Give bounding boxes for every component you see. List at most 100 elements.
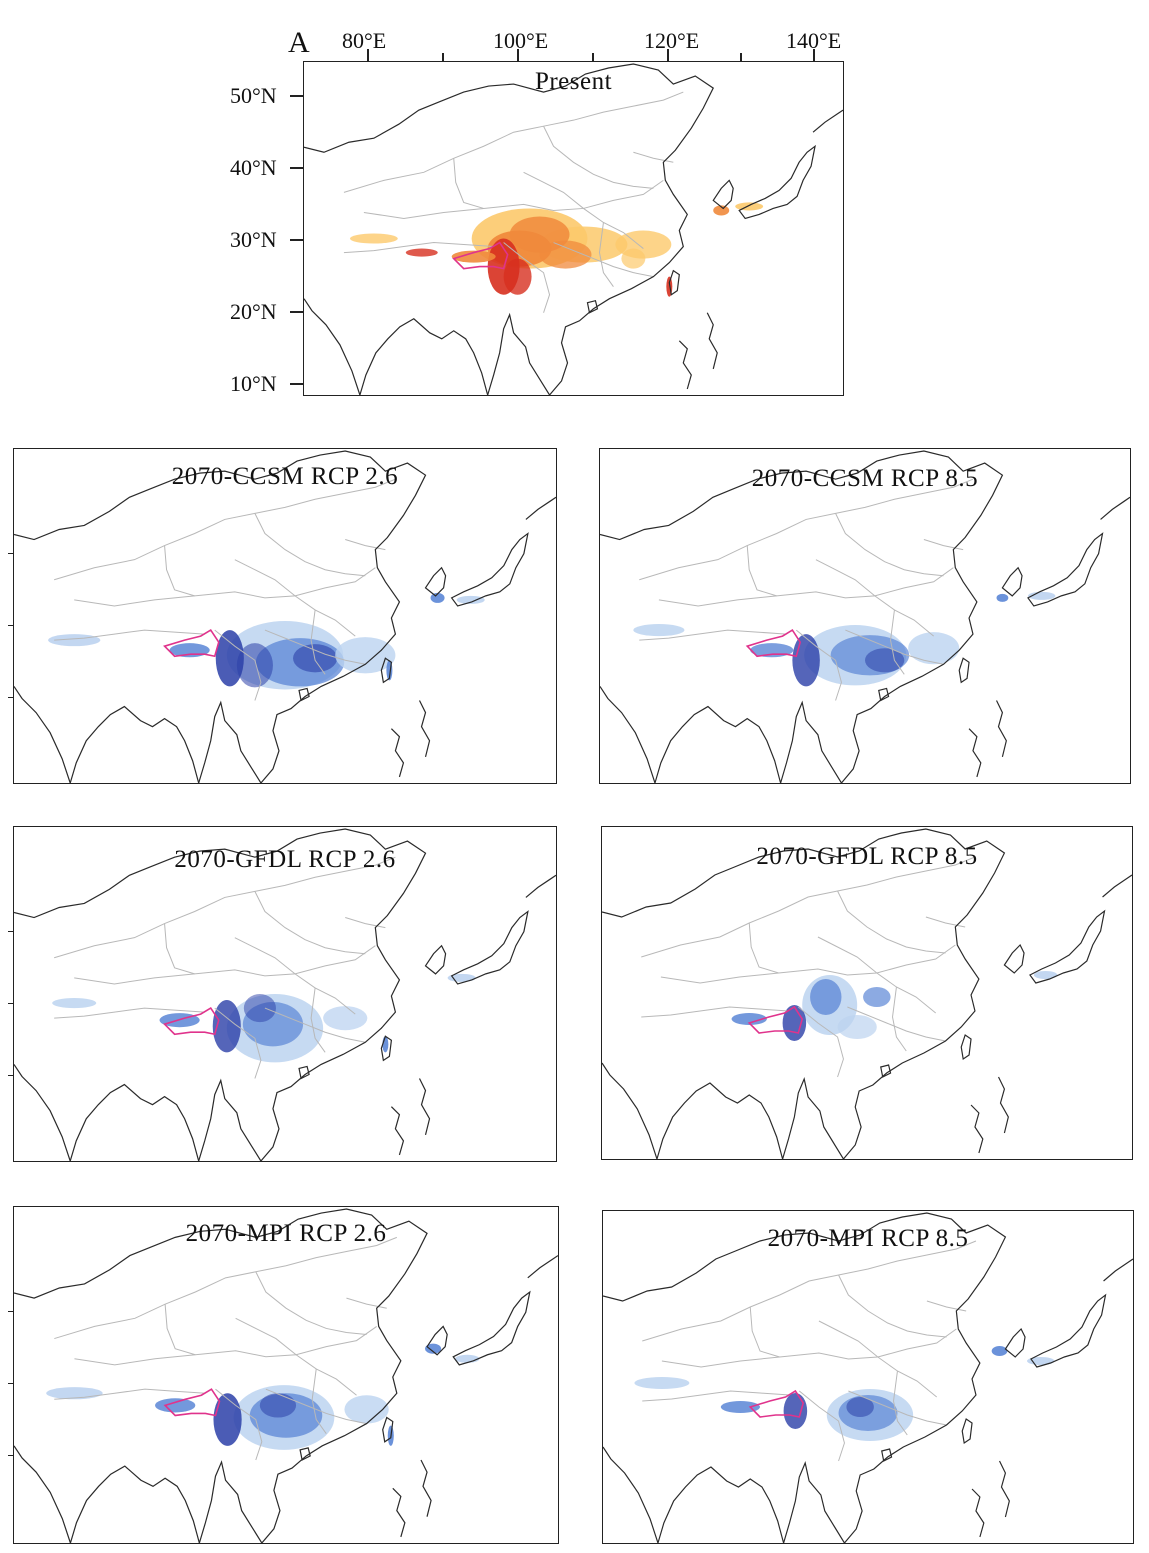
tick-left-20n xyxy=(290,311,303,313)
study-area-outline xyxy=(748,1389,805,1418)
suitability-layer xyxy=(46,1343,480,1450)
coastline xyxy=(14,450,427,783)
study-area-outline xyxy=(163,1006,220,1036)
suitability-patch xyxy=(539,240,592,269)
suitability-patch xyxy=(425,1343,442,1354)
country-border xyxy=(642,1390,790,1402)
coastline xyxy=(603,1446,659,1543)
panel-title-ccsm26: 2070-CCSM RCP 2.6 xyxy=(171,463,399,490)
coastline xyxy=(1100,496,1130,520)
coastline xyxy=(995,700,1007,757)
country-border xyxy=(264,629,366,665)
coastline xyxy=(712,179,734,210)
suitability-patch xyxy=(212,1000,241,1053)
coastline xyxy=(69,705,200,783)
suitability-layer xyxy=(52,973,476,1063)
country-border xyxy=(310,609,326,675)
suitability-patch xyxy=(633,624,685,637)
top-axis-label-120e: 120°E xyxy=(644,28,700,53)
coastline xyxy=(198,1460,263,1543)
coastline xyxy=(603,1212,1007,1543)
country-border xyxy=(890,609,905,675)
left-axis-label-50n: 50°N xyxy=(230,83,277,108)
coastline xyxy=(656,1082,784,1159)
suitability-patch xyxy=(621,248,646,269)
map-panel-present: Present xyxy=(303,61,844,396)
map-svg-gfdl26 xyxy=(14,828,556,1161)
suitability-patch xyxy=(243,994,276,1023)
country-border xyxy=(748,922,779,974)
country-border xyxy=(798,1390,845,1462)
country-border xyxy=(54,1388,206,1400)
country-border xyxy=(543,125,654,189)
coastline xyxy=(1001,566,1023,597)
tick-top-110e xyxy=(592,53,594,62)
left-axis-label-30n: 30°N xyxy=(230,227,277,252)
coastline xyxy=(450,910,529,985)
suitability-patch xyxy=(405,248,438,257)
suitability-patch xyxy=(447,973,476,982)
suitability-patch xyxy=(991,1346,1008,1356)
suitability-patch xyxy=(451,250,496,263)
coastline xyxy=(600,450,1004,783)
tick-left-50n xyxy=(290,95,303,97)
coastline xyxy=(450,532,529,607)
suitability-layer xyxy=(731,971,1058,1041)
tick-lower-left xyxy=(8,1311,13,1313)
coastline xyxy=(299,1447,311,1461)
tick-lower-left xyxy=(8,553,13,555)
suitability-patch xyxy=(720,1401,761,1413)
suitability-patch xyxy=(52,998,97,1009)
coastline xyxy=(780,700,842,783)
country-border xyxy=(343,242,494,254)
suitability-patch xyxy=(731,1013,767,1025)
suitability-patch xyxy=(865,648,905,673)
country-border xyxy=(54,629,205,641)
suitability-patch xyxy=(837,1015,877,1039)
coastline xyxy=(668,269,680,296)
coastline xyxy=(678,340,692,390)
coastline xyxy=(420,1459,432,1517)
map-panel-ccsm85: 2070-CCSM RCP 8.5 xyxy=(599,448,1131,784)
suitability-patch xyxy=(735,202,764,211)
coastline xyxy=(586,299,599,314)
coastline xyxy=(525,874,556,898)
country-border xyxy=(817,936,937,1014)
suitability-patch xyxy=(456,595,485,604)
coastline xyxy=(424,944,447,975)
country-border xyxy=(926,1300,967,1312)
suitability-patch xyxy=(215,630,244,687)
suitability-patch xyxy=(1027,1357,1055,1365)
country-border xyxy=(234,937,356,1015)
country-border xyxy=(797,1006,844,1078)
country-border xyxy=(264,1007,366,1043)
country-border xyxy=(923,539,964,551)
suitability-patch xyxy=(48,634,101,647)
country-border xyxy=(164,545,195,597)
coastline xyxy=(878,687,890,702)
country-border xyxy=(553,242,654,278)
coastline xyxy=(452,1290,531,1366)
coastline xyxy=(1103,1258,1133,1282)
coastline xyxy=(968,728,982,778)
coastline xyxy=(1004,1327,1026,1358)
panel-title-mpi85: 2070-MPI RCP 8.5 xyxy=(767,1225,969,1252)
country-border xyxy=(848,1390,947,1426)
coastline xyxy=(998,1460,1010,1518)
country-border xyxy=(214,1007,262,1079)
country-border xyxy=(815,559,935,637)
country-border xyxy=(254,513,366,577)
coastline xyxy=(881,1448,893,1462)
tick-lower-left xyxy=(8,1383,13,1385)
country-border xyxy=(749,1306,780,1358)
coastline xyxy=(380,657,393,684)
map-panel-mpi85: 2070-MPI RCP 8.5 xyxy=(602,1210,1134,1544)
country-border xyxy=(847,1006,946,1042)
country-border xyxy=(639,478,974,581)
study-area-outline xyxy=(747,1005,804,1034)
suitability-patch xyxy=(213,1393,242,1446)
tick-left-40n xyxy=(290,167,303,169)
coastline xyxy=(1027,532,1104,607)
suitability-patch xyxy=(782,1005,807,1041)
country-border xyxy=(639,629,787,641)
